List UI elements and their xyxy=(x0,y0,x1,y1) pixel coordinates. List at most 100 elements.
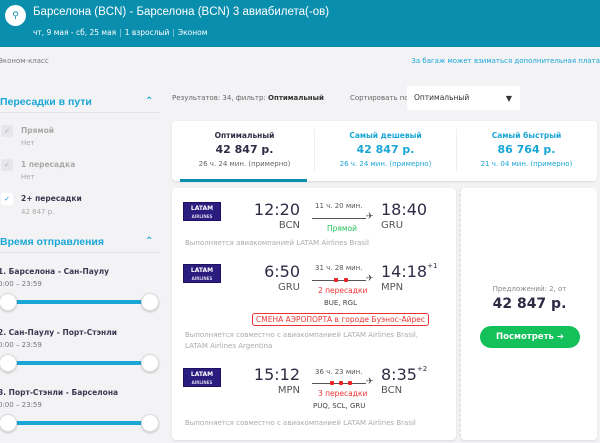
tab-optimal[interactable]: Оптимальный 42 847 р. 26 ч. 24 мин. (при… xyxy=(174,121,315,182)
sort-value: Оптимальный xyxy=(414,93,470,102)
offers-count: Предложений: 2, от xyxy=(492,285,567,293)
dates: чт, 9 мая - сб, 25 мая xyxy=(33,28,117,37)
operated-by: LATAM Airlines Argentina xyxy=(185,342,273,350)
stops-label: 3 пересадки xyxy=(318,389,368,398)
stop-marker xyxy=(348,381,352,385)
stop-marker xyxy=(339,381,343,385)
tab-price: 42 847 р. xyxy=(356,143,415,156)
plane-icon: ✈ xyxy=(366,274,374,284)
stop-marker xyxy=(330,381,334,385)
tab-price: 86 764 р. xyxy=(497,143,556,156)
departure-time: 6:50 xyxy=(264,262,300,281)
stops-label: Прямой xyxy=(327,224,358,233)
passengers: 1 взрослый xyxy=(124,28,170,37)
caret-down-icon: ▼ xyxy=(505,94,512,103)
search-icon[interactable]: ⚲ xyxy=(5,5,26,26)
tab-cheapest[interactable]: Самый дешевый 42 847 р. 26 ч. 24 мин. (п… xyxy=(315,121,456,181)
chevron-up-icon[interactable]: ⌃ xyxy=(145,96,154,107)
divider xyxy=(0,112,160,113)
arrival-time: 8:35+2 xyxy=(381,365,428,384)
segment-label: 3. Порт-Стэнли - Барселона xyxy=(0,388,119,397)
route-line xyxy=(312,218,366,219)
time-slider-track[interactable] xyxy=(14,361,146,365)
stops-filter-title[interactable]: Пересадки в пути xyxy=(0,96,92,108)
stop-price: Нет xyxy=(21,139,35,147)
class-label: Эконом-класс xyxy=(0,57,49,65)
slider-handle-end[interactable] xyxy=(141,414,159,432)
divider xyxy=(456,129,457,171)
airport-change-warning: СМЕНА АЭРОПОРТА в городе Буэнос-Айрес xyxy=(252,313,429,326)
view-offer-button[interactable]: Посмотреть ➔ xyxy=(480,326,580,348)
flight-result-card[interactable]: LATAM AIRLINES 12:20 BCN 11 ч. 20 мин. ✈ … xyxy=(172,188,456,440)
airline-logo: LATAM AIRLINES xyxy=(183,264,221,283)
results-filter: Оптимальный xyxy=(268,94,324,102)
stop-price: Нет xyxy=(21,173,35,181)
segment-range: 0:00 – 23:59 xyxy=(0,341,42,349)
sort-select[interactable]: Оптимальный ▼ xyxy=(407,86,520,110)
checkbox-one-stop: ✓ xyxy=(1,159,13,171)
flight-duration: 36 ч. 23 мин. xyxy=(315,368,363,376)
tab-duration: 26 ч. 24 мин. (примерно) xyxy=(339,160,432,168)
slider-handle-end[interactable] xyxy=(141,293,159,311)
offer-card: Предложений: 2, от 42 847 р. Посмотреть … xyxy=(460,188,597,440)
stops-label: 2 пересадки xyxy=(318,286,368,295)
operated-by: Выполняется совместно с авиакомпанией LA… xyxy=(185,419,416,427)
sort-tabs: Оптимальный 42 847 р. 26 ч. 24 мин. (при… xyxy=(172,121,597,182)
arrival-time: 18:40 xyxy=(381,200,428,219)
search-summary: чт, 9 мая - сб, 25 мая | 1 взрослый | Эконом xyxy=(33,28,208,37)
time-slider-track[interactable] xyxy=(14,300,146,304)
route-title: Барселона (BCN) - Барселона (BCN) 3 авиа… xyxy=(33,6,330,18)
stop-marker xyxy=(344,278,348,282)
route-line xyxy=(312,381,366,385)
checkbox-two-plus-stops[interactable]: ✓ xyxy=(1,193,13,205)
stop-label: 1 пересадка xyxy=(21,160,76,169)
time-slider-track[interactable] xyxy=(14,421,146,425)
stop-airports: PUQ, SCL, GRU xyxy=(313,402,366,410)
slider-handle-start[interactable] xyxy=(0,354,17,372)
active-tab-indicator xyxy=(180,179,307,182)
arrival-airport: GRU xyxy=(381,220,404,231)
slider-handle-end[interactable] xyxy=(141,354,159,372)
flight-duration: 31 ч. 28 мин. xyxy=(315,264,363,272)
tab-price: 42 847 р. xyxy=(215,143,274,156)
plane-icon: ✈ xyxy=(366,212,374,222)
flight-duration: 11 ч. 20 мин. xyxy=(315,202,363,210)
segment-label: 2. Сан-Паулу - Порт-Стэнли xyxy=(0,328,117,337)
departure-airport: BCN xyxy=(278,220,300,231)
baggage-link[interactable]: За багаж может взиматься дополнительная … xyxy=(411,57,600,65)
departure-filter-title[interactable]: Время отправления xyxy=(0,236,105,248)
sort-label: Сортировать по xyxy=(350,94,409,102)
segment-range: 0:00 – 23:59 xyxy=(0,401,42,409)
search-header[interactable]: ⚲ Барселона (BCN) - Барселона (BCN) 3 ав… xyxy=(0,0,600,47)
arrival-airport: MPN xyxy=(381,282,404,293)
stop-label: Прямой xyxy=(21,126,54,135)
arrival-airport: BCN xyxy=(381,385,403,396)
segment-range: 0:00 – 23:59 xyxy=(0,280,42,288)
tab-duration: 21 ч. 04 мин. (примерно) xyxy=(480,160,573,168)
departure-time: 12:20 xyxy=(253,200,300,219)
results-summary: Результатов: 34, фильтр: Оптимальный xyxy=(172,94,324,102)
results-count: Результатов: 34, фильтр: xyxy=(172,94,266,102)
stop-marker xyxy=(334,278,338,282)
departure-airport: GRU xyxy=(277,282,300,293)
airline-logo: LATAM AIRLINES xyxy=(183,368,221,387)
departure-time: 15:12 xyxy=(253,365,300,384)
plane-icon: ✈ xyxy=(366,377,374,387)
chevron-up-icon[interactable]: ⌃ xyxy=(145,236,154,247)
divider xyxy=(0,252,160,253)
tab-label: Самый быстрый xyxy=(491,131,562,140)
slider-handle-start[interactable] xyxy=(0,414,17,432)
airline-logo: LATAM AIRLINES xyxy=(183,202,221,221)
departure-airport: MPN xyxy=(277,385,300,396)
stop-label[interactable]: 2+ пересадки xyxy=(21,194,82,203)
tab-fastest[interactable]: Самый быстрый 86 764 р. 21 ч. 04 мин. (п… xyxy=(456,121,597,181)
tab-label: Оптимальный xyxy=(214,131,275,140)
stop-price: 42 847 р. xyxy=(21,208,55,216)
segment-label: 1. Барселона - Сан-Паулу xyxy=(0,267,110,276)
arrival-time: 14:18+1 xyxy=(381,262,438,281)
route-line xyxy=(312,278,366,282)
day-offset: +2 xyxy=(416,365,428,373)
day-offset: +1 xyxy=(427,262,438,270)
slider-handle-start[interactable] xyxy=(0,293,17,311)
checkbox-direct: ✓ xyxy=(1,125,13,137)
